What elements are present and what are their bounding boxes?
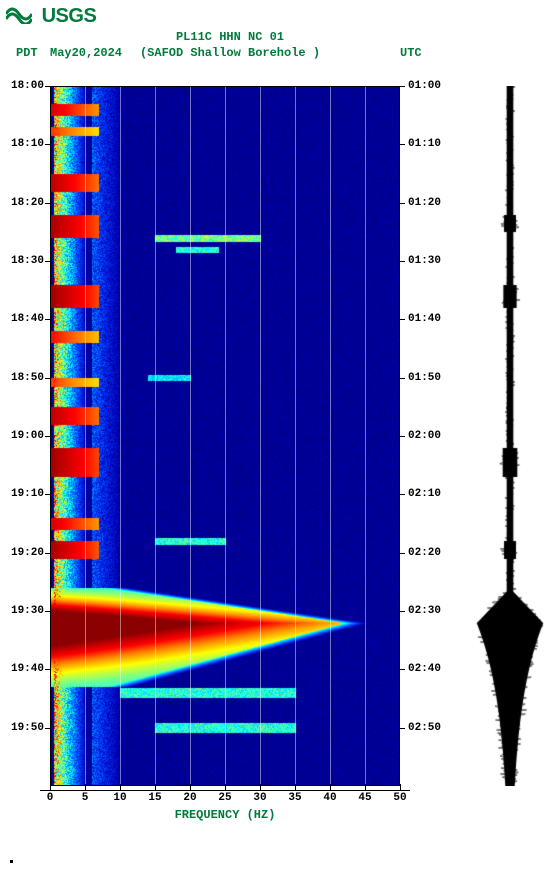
x-axis-label: FREQUENCY (HZ) (50, 808, 400, 822)
ytick-left: 18:10 (11, 138, 44, 150)
station-code: PL11C HHN NC 01 (0, 30, 460, 46)
xtick: 30 (253, 792, 266, 804)
corner-dot (10, 860, 13, 863)
gridline (330, 86, 331, 786)
ytick-right: 02:20 (408, 547, 441, 559)
y-axis-left: 18:0018:1018:2018:3018:4018:5019:0019:10… (0, 86, 50, 786)
ytick-left: 19:50 (11, 722, 44, 734)
ytick-left: 19:20 (11, 547, 44, 559)
gridline (155, 86, 156, 786)
xtick: 35 (288, 792, 301, 804)
ytick-left: 19:10 (11, 488, 44, 500)
gridline (120, 86, 121, 786)
ytick-left: 18:50 (11, 372, 44, 384)
gridline (85, 86, 86, 786)
xtick: 25 (218, 792, 231, 804)
ytick-right: 02:10 (408, 488, 441, 500)
tz-right-label: UTC (400, 46, 422, 60)
usgs-wave-icon (6, 4, 32, 29)
date-label: May20,2024 (50, 46, 122, 60)
ytick-left: 18:00 (11, 80, 44, 92)
ytick-left: 19:30 (11, 605, 44, 617)
ytick-left: 19:40 (11, 663, 44, 675)
ytick-left: 18:40 (11, 313, 44, 325)
xtick: 5 (82, 792, 89, 804)
ytick-left: 19:00 (11, 430, 44, 442)
ytick-right: 02:40 (408, 663, 441, 675)
usgs-logo: USGS (6, 4, 96, 24)
ytick-right: 01:00 (408, 80, 441, 92)
xtick: 20 (183, 792, 196, 804)
xtick: 40 (323, 792, 336, 804)
gridline (295, 86, 296, 786)
y-axis-right: 01:0001:1001:2001:3001:4001:5002:0002:10… (400, 86, 450, 786)
ytick-right: 02:30 (408, 605, 441, 617)
xtick: 10 (113, 792, 126, 804)
ytick-left: 18:30 (11, 255, 44, 267)
ytick-right: 01:20 (408, 197, 441, 209)
usgs-logo-text: USGS (42, 5, 97, 28)
ytick-right: 01:10 (408, 138, 441, 150)
ytick-left: 18:20 (11, 197, 44, 209)
site-name: (SAFOD Shallow Borehole ) (140, 46, 320, 60)
ytick-right: 02:00 (408, 430, 441, 442)
ytick-right: 01:40 (408, 313, 441, 325)
xtick: 0 (47, 792, 54, 804)
ytick-right: 02:50 (408, 722, 441, 734)
gridline (260, 86, 261, 786)
spectrogram-plot (50, 86, 400, 786)
xtick: 50 (393, 792, 406, 804)
xtick: 15 (148, 792, 161, 804)
tz-left-label: PDT (16, 46, 38, 60)
gridline (225, 86, 226, 786)
ytick-right: 01:50 (408, 372, 441, 384)
gridline (190, 86, 191, 786)
xtick: 45 (358, 792, 371, 804)
ytick-right: 01:30 (408, 255, 441, 267)
gridline (365, 86, 366, 786)
seismogram-trace (475, 86, 545, 786)
